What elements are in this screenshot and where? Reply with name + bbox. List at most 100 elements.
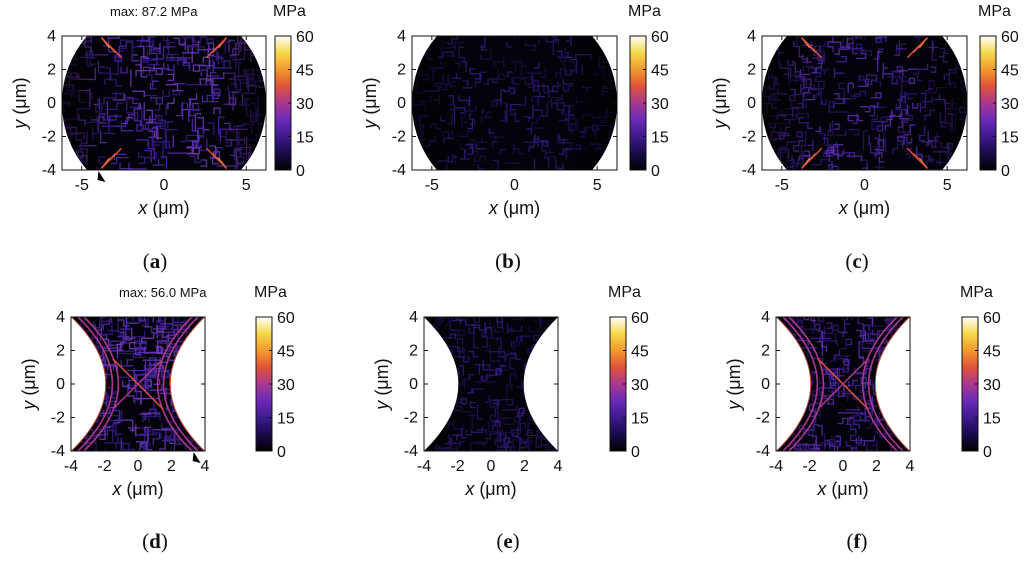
colorbar-tick-label: 45 [296,63,314,80]
x-axis-label: x (μm) [816,479,868,499]
colorbar-tick-label: 30 [296,96,314,113]
hotspot-ray [100,147,122,169]
stress-stripe [248,166,256,170]
stress-stripe [547,426,558,437]
stress-stripe [771,155,778,165]
y-tick-label: 2 [761,343,770,360]
stress-stripe [951,159,962,166]
y-tick-label: 4 [56,309,65,326]
stress-stripe [259,50,266,63]
hotspot-ray [906,37,928,59]
y-axis-unit: (μm) [724,358,744,400]
stress-stripe [84,400,92,408]
x-tick-label: -2 [97,458,111,475]
y-axis-variable: y [10,119,30,131]
stress-stripe [779,429,785,446]
stress-stripe [436,341,442,352]
vignette [762,36,967,170]
stress-stripe [889,381,895,388]
stress-stripe [557,415,558,421]
x-axis-unit: (μm) [121,479,163,499]
colorbar-tick-label: 0 [631,444,640,461]
stress-field [776,317,910,451]
stress-stripe [527,365,538,373]
stress-stripe [92,362,105,376]
stress-stripe [433,398,444,405]
x-axis-unit: (μm) [474,479,516,499]
stress-stripe [177,349,191,357]
stress-stripe [881,392,888,399]
stress-stripe [200,428,205,441]
stress-stripe [187,406,205,414]
x-axis-unit: (μm) [498,198,540,218]
y-axis-unit: (μm) [19,358,39,400]
y-tick-label: 0 [47,95,56,112]
stress-stripe [435,368,442,375]
stress-stripe [899,410,906,426]
stress-stripe [894,354,906,360]
x-tick-label: 4 [201,458,210,475]
y-tick-label: 0 [56,376,65,393]
stress-stripe [76,351,84,376]
stress-stripe [883,347,900,358]
stress-stripe [412,84,413,95]
colorbar-tick-label: 60 [631,310,649,327]
y-tick-label: -4 [742,162,756,179]
panel-label-letter: d [149,529,161,553]
stress-stripe [191,400,205,408]
stress-stripe [177,378,190,398]
stress-stripe [532,350,549,361]
hotspot-ray [801,37,823,59]
hotspot-ray [100,37,122,59]
edge-band [867,317,904,451]
y-axis-label: y (μm) [10,77,30,130]
stress-stripe [887,392,894,399]
stress-stripe [178,377,186,390]
y-tick-label: 2 [397,62,406,79]
colorbar-tick-label: 15 [277,411,295,428]
x-axis-unit: (μm) [826,479,868,499]
y-tick-label: 4 [397,28,406,45]
hotspot-ray [206,147,228,169]
stress-stripe [172,385,180,397]
x-tick-label: 5 [593,177,602,194]
stress-stripe [788,335,795,346]
stress-stripe [782,392,788,399]
stress-stripe [796,383,802,390]
x-tick-label: -5 [425,177,439,194]
stress-stripe [526,369,534,380]
stress-stripe [785,372,797,382]
panel-label: (e) [496,529,519,553]
colorbar-tick-label: 0 [277,444,286,461]
stress-stripe [785,356,796,364]
colorbar-tick-label: 0 [296,163,305,180]
stress-stripe [787,351,803,358]
colorbar-tick-label: 45 [983,344,1001,361]
stress-stripe [802,387,808,394]
stress-stripe [444,392,451,403]
stress-stripe [947,36,954,40]
stress-stripe [798,364,805,380]
stress-stripe [66,160,73,167]
y-tick-label: 2 [56,343,65,360]
x-axis-label: x (μm) [111,479,163,499]
stress-stripe [888,384,900,391]
stress-stripe [429,359,446,370]
stress-stripe [803,376,810,383]
x-axis-variable: x [137,198,148,218]
colorbar-unit: MPa [273,3,306,20]
stress-stripe [779,378,801,389]
x-axis-unit: (μm) [848,198,890,218]
stress-stripe [899,414,905,421]
stress-stripe [776,368,778,375]
stress-stripe [804,375,810,381]
stress-stripe [457,317,464,318]
x-axis-label: x (μm) [137,198,189,218]
x-tick-label: 0 [160,177,169,194]
stress-stripe [530,351,541,364]
stress-stripe [534,317,546,318]
panel-label: (d) [142,529,168,553]
stress-stripe [547,370,558,377]
x-tick-label: 4 [906,458,915,475]
